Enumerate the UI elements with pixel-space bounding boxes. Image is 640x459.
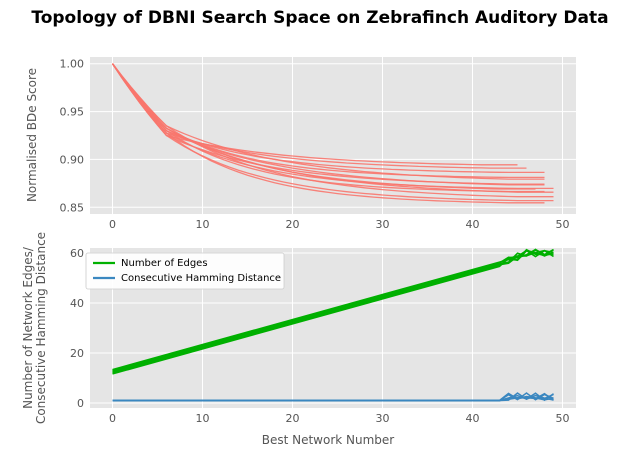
bde-ylabel: Normalised BDe Score [25, 68, 39, 202]
edges-ylabel-line2: Consecutive Hamming Distance [34, 232, 48, 424]
bde-series-line [111, 63, 536, 190]
xlabel: Best Network Number [262, 433, 395, 447]
edges-xtick-label: 20 [286, 412, 300, 425]
bde-series-line [111, 63, 545, 180]
bde-xtick-label: 20 [286, 218, 300, 231]
bde-xtick-label: 40 [466, 218, 480, 231]
hamming-series-line [112, 392, 554, 402]
bde-gridlines [90, 57, 576, 214]
edges-series-lines [112, 248, 554, 402]
bde-xtick-label: 50 [556, 218, 570, 231]
bde-ytick-label: 0.85 [60, 201, 85, 214]
edges-xtick-label: 30 [376, 412, 390, 425]
bde-series-lines [111, 63, 554, 204]
chart-title: Topology of DBNI Search Space on Zebrafi… [31, 8, 608, 28]
edges-series-line [112, 248, 554, 371]
bde-tick-labels: 0 10 20 30 40 50 0.85 0.90 0.95 1.00 [60, 58, 570, 231]
bde-ytick-label: 0.95 [60, 106, 85, 119]
edges-xtick-label: 40 [466, 412, 480, 425]
bde-ytick-label: 1.00 [60, 58, 85, 71]
legend: Number of Edges Consecutive Hamming Dist… [85, 252, 285, 290]
bde-series-line [111, 63, 554, 198]
edges-xtick-label: 10 [196, 412, 210, 425]
edges-hamming-panel: 0 10 20 30 40 50 0 20 40 60 Number of Network Edg… [21, 232, 576, 425]
edges-ytick-label: 0 [77, 397, 84, 410]
edges-xtick-label: 50 [556, 412, 570, 425]
edges-ytick-label: 60 [70, 247, 84, 260]
edges-ylabel-line1: Number of Network Edges/ [21, 246, 35, 409]
legend-label-hamming: Consecutive Hamming Distance [121, 273, 281, 284]
bde-series-line [111, 63, 545, 204]
legend-label-edges: Number of Edges [121, 258, 208, 269]
bde-score-panel: 0 10 20 30 40 50 0.85 0.90 0.95 1.00 Normalised B… [25, 57, 576, 231]
edges-tick-labels: 0 10 20 30 40 50 0 20 40 60 [70, 247, 570, 425]
legend-box [85, 252, 285, 290]
bde-xtick-label: 0 [109, 218, 116, 231]
bde-xtick-label: 10 [196, 218, 210, 231]
bde-ytick-label: 0.90 [60, 153, 85, 166]
bde-xtick-label: 30 [376, 218, 390, 231]
edges-ytick-label: 40 [70, 297, 84, 310]
edges-xtick-label: 0 [109, 412, 116, 425]
edges-ytick-label: 20 [70, 347, 84, 360]
